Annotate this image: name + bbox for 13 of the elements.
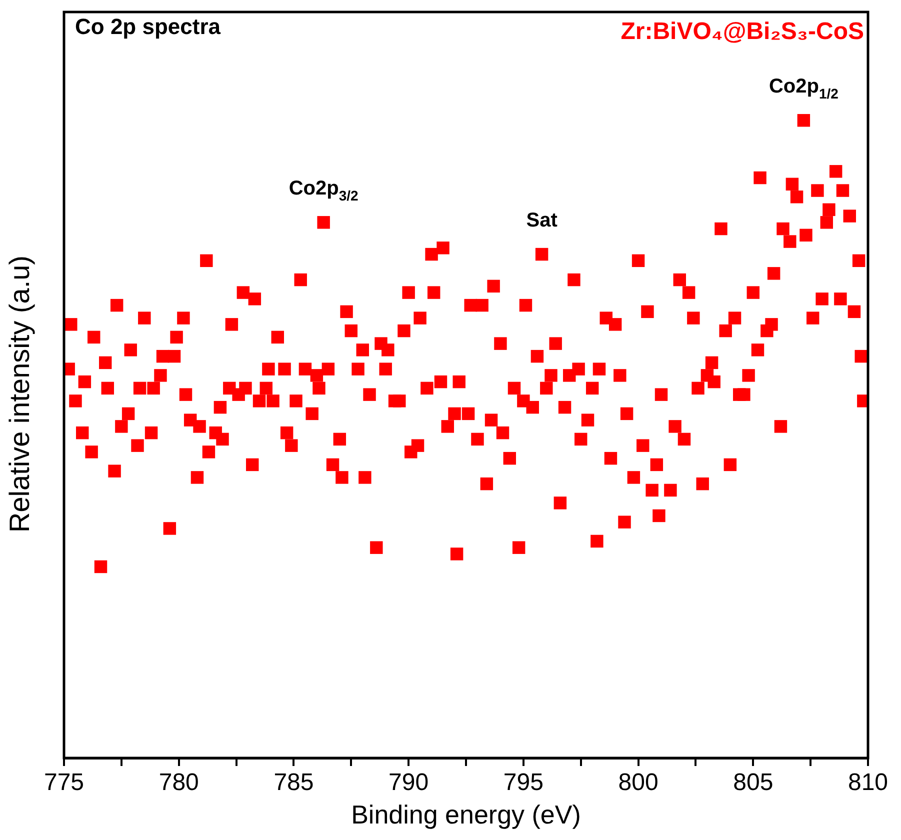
x-tick-label: 805 [733, 769, 774, 796]
x-tick-label: 810 [848, 769, 888, 796]
x-tick-label: 800 [618, 769, 658, 796]
x-tick-label: 785 [274, 769, 314, 796]
x-axis-title: Binding energy (eV) [351, 800, 581, 830]
text: Zr:BiVO₄@Bi₂S₃-CoS [620, 18, 864, 46]
y-axis-title: Relative intensity (a.u) [4, 254, 36, 535]
x-tick-label: 795 [503, 769, 544, 796]
x-tick-label: 790 [388, 769, 429, 796]
chart-title: Co 2p spectra [75, 14, 220, 40]
annotation: Sat [526, 209, 558, 232]
x-tick-label: 780 [158, 769, 199, 796]
x-tick-label: 775 [44, 769, 84, 796]
